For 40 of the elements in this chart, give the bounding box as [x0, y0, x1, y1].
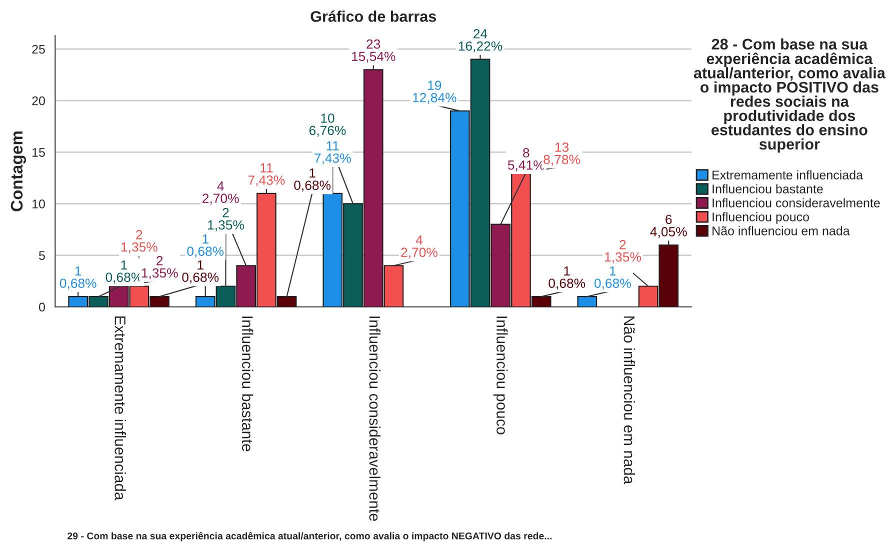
- chart-title: Gráfico de barras: [310, 10, 436, 22]
- data-label: 4 2,70%: [401, 236, 438, 259]
- legend-label: Extremamente influenciada: [712, 170, 863, 180]
- legend-label: Influenciou consideravelmente: [712, 198, 880, 208]
- x-tick-label: Influenciou consideravelmente: [369, 316, 380, 521]
- data-label: 1 0,68%: [187, 234, 224, 258]
- y-tick-label: 20: [32, 96, 45, 106]
- x-axis-title: 29 - Com base na sua experiência acadêmica atual/anterior, como avalia o impacto NEGATIVO das rede...: [68, 532, 552, 542]
- y-tick-label: 25: [32, 44, 45, 54]
- legend-label: Não influenciou em nada: [712, 226, 850, 236]
- y-axis-title: Contagem: [10, 132, 26, 212]
- x-tick-label: Influenciou pouco: [494, 316, 508, 434]
- y-tick-label: 0: [38, 302, 45, 312]
- data-label: 19 12,84%: [413, 80, 456, 104]
- data-label: 1 0,68%: [182, 260, 219, 284]
- x-tick-label: Influenciou bastante: [242, 316, 254, 452]
- x-tick-label: Extremamente influenciada: [114, 316, 126, 500]
- y-tick-label: 15: [32, 148, 45, 157]
- data-label: 1 0,68%: [548, 266, 586, 290]
- y-tick-label: 10: [32, 200, 45, 208]
- data-label: 10 6,76%: [309, 113, 346, 137]
- data-label: 6 4,05%: [650, 214, 687, 238]
- legend-label: Influenciou pouco: [712, 212, 809, 224]
- data-label: 24 16,22%: [458, 29, 502, 52]
- data-label: 4 2,70%: [202, 182, 239, 205]
- y-tick-label: 5: [39, 251, 45, 260]
- data-label: 11 7,43%: [248, 163, 285, 186]
- data-label: 2 1,35%: [208, 208, 244, 232]
- data-label: 1 0,68%: [60, 266, 96, 290]
- x-tick-label: Não influenciou em nada: [624, 316, 636, 484]
- data-label: 2 1,35%: [605, 240, 641, 264]
- data-label: 1 0,68%: [294, 168, 331, 192]
- data-label: 11 7,43%: [314, 141, 351, 164]
- data-label: 1 0,68%: [594, 266, 631, 290]
- data-label: 13 8,78%: [544, 142, 580, 166]
- legend-title: 28 - Com base na sua experiência acadêmica atual/anterior, como avalia o impacto POSITIVO das redes sociais na produtividade dos estudantes do ensino superior: [694, 38, 886, 153]
- data-label: 2 1,35%: [121, 230, 158, 254]
- legend-label: Influenciou bastante: [712, 184, 823, 194]
- data-label: 2 1,35%: [142, 256, 178, 280]
- data-label: 23 15,54%: [352, 39, 396, 63]
